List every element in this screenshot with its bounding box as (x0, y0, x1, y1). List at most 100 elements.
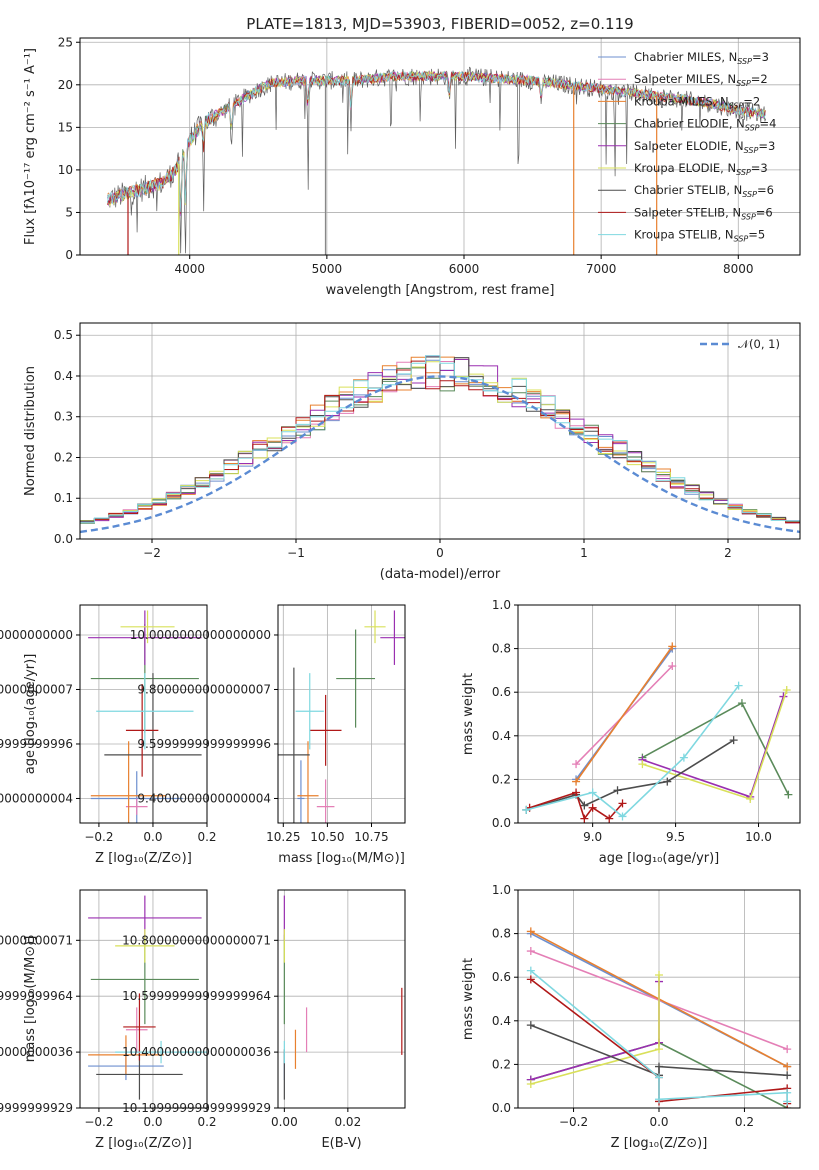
plot-area (283, 895, 403, 1100)
weight-marker-chabrier-stelib (613, 786, 622, 795)
plot-area (526, 927, 792, 1108)
panel-age-vs-mass: 10.25 10.50 10.75 9.4000000000000004 9.59999… (130, 604, 406, 866)
legend-label-chabrier-elodie: Chabrier ELODIE, NSSP=4 (634, 117, 776, 133)
legend-label-chabrier-stelib: Chabrier STELIB, NSSP=6 (634, 183, 774, 199)
y-tick-label: 10.40000000000000036 (122, 1045, 271, 1059)
weight-marker-kroupa-stelib (783, 1088, 792, 1097)
x-tick-label: 1 (580, 546, 588, 560)
y-tick-label: 0.8 (492, 927, 511, 941)
y-tick-label: 10.19999999999999929 (0, 1101, 73, 1115)
point-salpeter-miles (316, 779, 335, 823)
point-chabrier-stelib (104, 673, 202, 823)
weight-marker-chabrier-stelib (729, 736, 738, 745)
weight-marker-salpeter-stelib (605, 814, 614, 823)
weight-marker-kroupa-stelib (618, 812, 627, 821)
x-tick-label: 0.00 (271, 1115, 298, 1129)
weight-line-salpeter-stelib (529, 791, 624, 821)
x-tick-label: 0.02 (334, 1115, 361, 1129)
histogram-salpeter-stelib (80, 360, 800, 523)
weight-marker-chabrier-elodie (737, 699, 746, 708)
y-tick-label: 9.8000000000000007 (137, 682, 271, 696)
y-tick-label: 0.1 (54, 491, 73, 505)
y-tick-label: 10.0000000000000000 (0, 628, 73, 642)
x-tick-label: 9.0 (583, 830, 602, 844)
x-tick-label: 8000 (723, 262, 754, 276)
panel-mass-vs-EBV: 0.00 0.02 10.19999999999999929 10.400000000… (122, 889, 406, 1151)
y-tick-label: 9.5999999999999996 (0, 737, 73, 751)
point-salpeter-stelib (309, 694, 342, 766)
weight-marker-kroupa-stelib (655, 1095, 663, 1104)
legend-label-salpeter-elodie: Salpeter ELODIE, NSSP=3 (634, 139, 775, 155)
point-kroupa-elodie (120, 610, 175, 644)
y-tick-label: 20 (58, 78, 73, 92)
weight-marker-kroupa-miles (526, 927, 535, 936)
x-tick-label: 6000 (449, 262, 480, 276)
x-tick-label: 0.0 (649, 1115, 668, 1129)
spectrum-title: PLATE=1813, MJD=53903, FIBERID=0052, z=0… (246, 15, 633, 33)
spectrum-line-kroupa-stelib (107, 70, 766, 213)
plot-area (88, 610, 202, 823)
weight-marker-kroupa-stelib (588, 788, 597, 797)
histogram-chabrier-stelib (80, 356, 800, 522)
axes-frame (79, 322, 801, 540)
axes-frame (277, 889, 406, 1109)
y-tick-label: 0.0 (54, 532, 73, 546)
point-salpeter-stelib (123, 993, 156, 1061)
histogram-kroupa-stelib (80, 355, 800, 524)
weight-marker-salpeter-stelib (572, 788, 581, 797)
weight-marker-salpeter-stelib (588, 803, 597, 812)
x-axis-label: Z [log₁₀(Z/Z⊙)] (611, 1136, 708, 1151)
panel-spectrum: 4000 5000 6000 7000 8000 0 5 10 15 20 25 wavelength… (23, 35, 801, 298)
y-axis-label: mass [log₁₀(M/M⊙)] (23, 936, 38, 1063)
weight-marker-kroupa-miles (572, 777, 581, 786)
point-kroupa-elodie (115, 929, 175, 963)
point-kroupa-stelib (295, 673, 324, 750)
y-tick-label: 5 (65, 205, 73, 219)
y-tick-label: 10.19999999999999929 (122, 1101, 271, 1115)
weight-marker-kroupa-miles (783, 1062, 792, 1071)
axes-frame (79, 604, 208, 824)
x-tick-label: 10.75 (354, 830, 388, 844)
x-axis-label: Z [log₁₀(Z/Z⊙)] (95, 1136, 192, 1151)
legend-label-kroupa-miles: Kroupa MILES, NSSP=2 (634, 94, 760, 110)
y-tick-label: 9.5999999999999996 (137, 737, 271, 751)
y-tick-label: 0.8 (492, 642, 511, 656)
x-axis-label: E(B-V) (321, 1136, 361, 1151)
weight-marker-kroupa-stelib (734, 681, 743, 690)
point-chabrier-stelib (278, 667, 310, 823)
x-tick-label: 0.2 (197, 830, 216, 844)
y-tick-label: 0.0 (492, 1101, 511, 1115)
x-tick-label: 0.0 (143, 1115, 162, 1129)
point-kroupa-miles (297, 741, 319, 823)
axes-frame (79, 37, 801, 256)
x-tick-label: −2 (143, 546, 161, 560)
x-tick-label: −1 (287, 546, 305, 560)
y-axis-label: mass weight (461, 958, 476, 1040)
weight-marker-kroupa-elodie (638, 760, 647, 769)
point-kroupa-stelib (115, 1040, 207, 1064)
legend-label-kroupa-elodie: Kroupa ELODIE, NSSP=3 (634, 161, 768, 177)
weight-marker-kroupa-stelib (783, 1097, 792, 1106)
y-axis-label: age [log₁₀(age/yr)] (23, 654, 38, 775)
x-tick-label: 0.2 (197, 1115, 216, 1129)
panel-weight-vs-age: 9.0 9.5 10.0 0.0 0.2 0.4 0.6 0.8 1.0 age [log₁₀(a… (461, 598, 801, 866)
point-salpeter-miles (125, 798, 148, 815)
x-tick-label: 2 (724, 546, 732, 560)
y-tick-label: 15 (58, 120, 73, 134)
point-kroupa-elodie (364, 610, 386, 644)
y-tick-label: 10.80000000000000071 (122, 933, 271, 947)
weight-marker-salpeter-stelib (618, 799, 627, 808)
weight-marker-chabrier-stelib (580, 801, 589, 810)
axes-frame (517, 604, 801, 824)
point-kroupa-miles (90, 741, 167, 823)
normal-reference-curve (80, 375, 800, 534)
point-salpeter-miles (125, 1007, 148, 1053)
x-tick-label: −0.2 (84, 1115, 113, 1129)
weight-line-kroupa-miles (575, 645, 673, 783)
weight-marker-salpeter-miles (572, 760, 581, 769)
weight-marker-chabrier-elodie (784, 790, 793, 799)
point-salpeter-elodie (380, 610, 405, 665)
y-tick-label: 0.2 (54, 450, 73, 464)
y-tick-label: 9.4000000000000004 (0, 791, 73, 805)
